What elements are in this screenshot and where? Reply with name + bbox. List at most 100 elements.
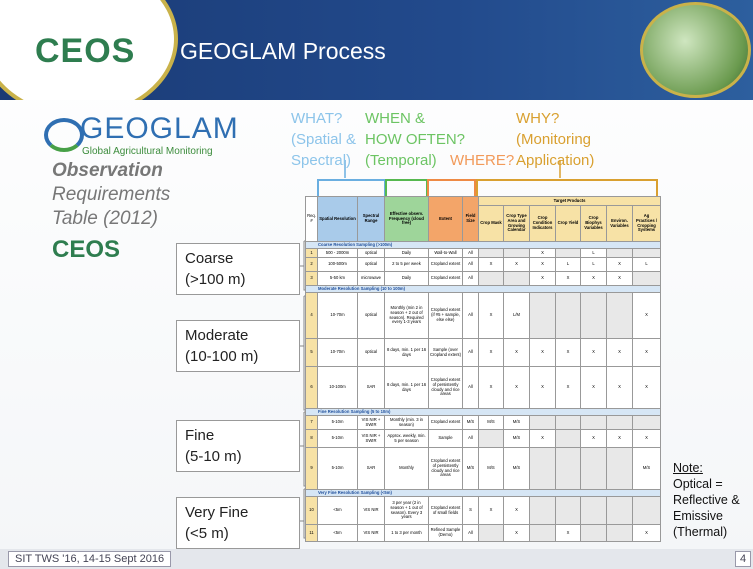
table-cell: M/S <box>503 447 530 490</box>
photo-circle <box>640 2 751 98</box>
table-cell <box>529 496 556 525</box>
table-cell: 3 <box>305 271 318 286</box>
table-cell: 3 per year (2 in season + 1 out of seaso… <box>384 496 429 525</box>
table-cell: Cropland extent <box>428 415 463 430</box>
heading-line: Requirements <box>52 184 171 205</box>
table-cell: optical <box>357 338 385 367</box>
table-cell: X <box>580 271 607 286</box>
table-cell: X <box>580 366 607 409</box>
column-header: Field Size <box>462 196 479 242</box>
table-cell: Cropland extent of persistently cloudy a… <box>428 366 463 409</box>
table-cell: X <box>503 524 530 542</box>
header-band: CEOS GEOGLAM Process <box>0 0 753 100</box>
table-row: 11 <5m VIS NIR 1 to 3 per month Refined Samp… <box>305 524 662 542</box>
table-cell <box>631 415 662 430</box>
table-cell: 10-70m <box>317 292 358 339</box>
column-header: Crop Type Area and Growing Calendar <box>503 205 530 242</box>
table-cell: All <box>462 248 479 258</box>
dimension-label: WHAT? (Spatial & Spectral) <box>291 108 356 171</box>
table-cell <box>555 429 581 448</box>
table-cell: Cropland extent <box>428 257 463 272</box>
table-cell: 8 days, min. 1 per 16 days <box>384 366 429 409</box>
table-cell: Daily <box>384 248 429 258</box>
table-cell <box>555 447 581 490</box>
table-cell: Daily <box>384 271 429 286</box>
table-cell <box>529 447 556 490</box>
column-header: Crop Biophys Variables <box>580 205 607 242</box>
table-cell <box>606 447 633 490</box>
table-cell: X <box>529 338 556 367</box>
table-cell: All <box>462 429 479 448</box>
table-cell: optical <box>357 257 385 272</box>
table-cell: Monthly (min 2 in season + 2 out of seas… <box>384 292 429 339</box>
logo-circle <box>0 0 178 100</box>
table-cell: All <box>462 271 479 286</box>
table-cell <box>631 271 662 286</box>
table-cell: VIS NIR <box>357 496 385 525</box>
table-cell <box>478 271 504 286</box>
table-cell: X <box>580 338 607 367</box>
dimension-label: WHEN & HOW OFTEN? (Temporal) <box>365 108 465 171</box>
table-cell: M/S <box>462 415 479 430</box>
table-cell: M/S <box>503 429 530 448</box>
table-cell <box>606 248 633 258</box>
category-box: Fine (5-10 m) <box>176 420 300 472</box>
table-cell: X <box>631 429 662 448</box>
table-cell: 5-50 km <box>317 271 358 286</box>
table-cell <box>580 415 607 430</box>
column-header: Crop Condition Indicators <box>529 205 556 242</box>
category-box: Coarse (>100 m) <box>176 243 300 295</box>
table-cell: All <box>462 524 479 542</box>
table-cell: M/S <box>478 447 504 490</box>
table-cell: X <box>503 338 530 367</box>
ceos-logo: CEOS <box>35 32 136 70</box>
dimension-line: WHEN & <box>365 110 425 127</box>
table-row: 7 5-10m VIS NIR + SWIR Monthly (min. 3 in s… <box>305 415 662 430</box>
section-title: Coarse Resolution Sampling (>100m) <box>304 241 662 249</box>
table-cell: X <box>529 271 556 286</box>
column-header: Req. # <box>305 196 318 242</box>
note-line: Reflective & <box>673 493 740 507</box>
table-cell: M/S <box>631 447 662 490</box>
table-cell: X <box>503 366 530 409</box>
table-cell: X <box>529 429 556 448</box>
table-cell <box>555 415 581 430</box>
table-cell: All <box>462 292 479 339</box>
column-header: Extent <box>428 196 463 242</box>
dimension-line: HOW OFTEN? <box>365 131 465 148</box>
table-cell: X <box>606 429 633 448</box>
column-header: Spatial Resolution <box>317 196 358 242</box>
section-title: Very Fine Resolution Sampling (<5m) <box>304 489 662 497</box>
table-cell: X <box>631 524 662 542</box>
table-cell: X <box>606 338 633 367</box>
table-cell: X <box>606 366 633 409</box>
table-cell: microwave <box>357 271 385 286</box>
table-cell <box>555 248 581 258</box>
table-cell: X <box>555 338 581 367</box>
table-cell: X <box>529 257 556 272</box>
footer-event: SIT TWS '16, 14-15 Sept 2016 <box>8 551 172 567</box>
table-cell: 5-10m <box>317 429 358 448</box>
table-cell <box>555 292 581 339</box>
page-number: 4 <box>735 551 752 567</box>
table-cell <box>606 524 633 542</box>
dimension-line: Spectral) <box>291 152 352 169</box>
group-header: Target Products <box>477 196 662 206</box>
table-cell: Approx. weekly, min. 5 per season <box>384 429 429 448</box>
note-line: Emissive <box>673 509 724 523</box>
geoglam-tagline: Global Agricultural Monitoring <box>82 146 213 157</box>
footer-band <box>0 549 753 569</box>
category-line: Moderate <box>185 327 249 344</box>
table-cell: 1 to 3 per month <box>384 524 429 542</box>
table-row: 1 500 - 2000m optical Daily Wall-to-Wall All X… <box>305 248 662 258</box>
heading-line: Table (2012) <box>52 208 158 229</box>
table-cell <box>503 248 530 258</box>
dimension-line: Application) <box>516 152 595 169</box>
table-cell: 11 <box>305 524 318 542</box>
table-cell <box>606 415 633 430</box>
dimension-line: WHY? <box>516 110 560 127</box>
table-cell: 10 <box>305 496 318 525</box>
table-cell <box>555 496 581 525</box>
table-cell: VIS NIR <box>357 524 385 542</box>
